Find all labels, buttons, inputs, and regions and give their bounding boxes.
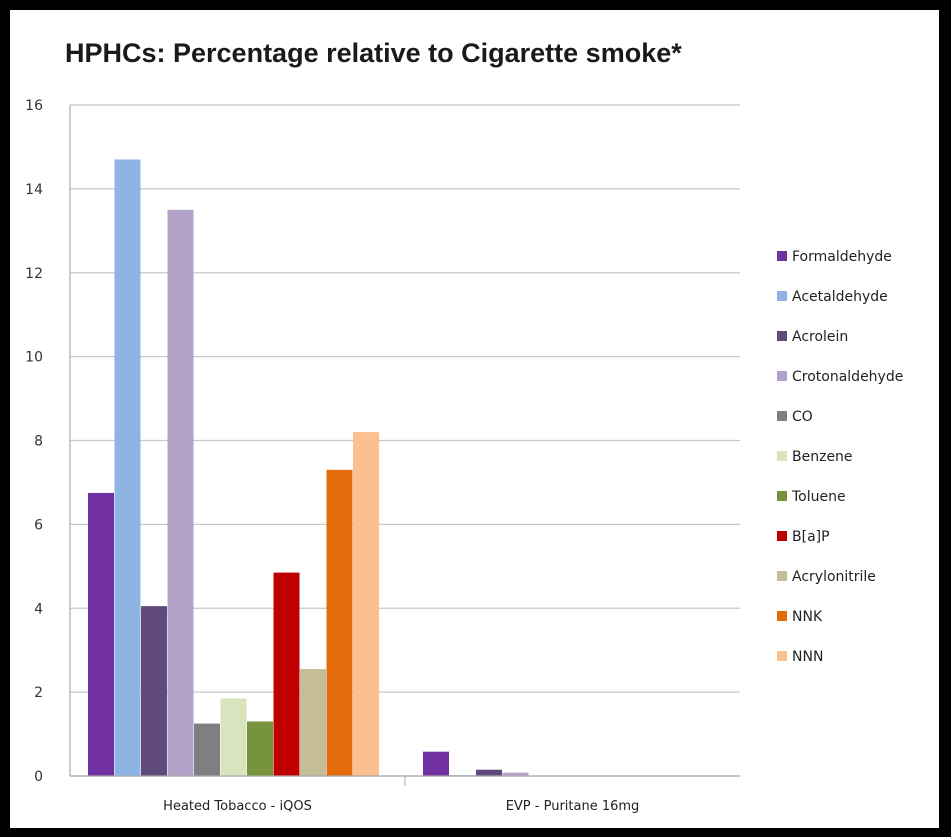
legend-swatch (777, 371, 787, 381)
bar (167, 209, 194, 776)
legend-label: CO (792, 409, 813, 425)
legend-swatch (777, 291, 787, 301)
y-tick-label: 2 (34, 685, 43, 701)
legend-swatch (777, 611, 787, 621)
legend-label: Formaldehyde (792, 249, 892, 265)
legend-swatch (777, 411, 787, 421)
bar (423, 751, 449, 776)
bar (141, 606, 167, 776)
legend-swatch (777, 651, 787, 661)
legend-swatch (777, 451, 787, 461)
legend-label: NNN (792, 649, 823, 665)
bar (247, 721, 273, 776)
legend-swatch (777, 491, 787, 501)
bar (114, 159, 141, 777)
bar (88, 492, 114, 776)
bar (476, 769, 502, 776)
y-tick-label: 4 (34, 601, 43, 617)
y-tick-label: 8 (34, 434, 43, 450)
legend-label: Acrylonitrile (792, 569, 876, 585)
legend-label: Toluene (791, 489, 846, 505)
y-tick-label: 14 (25, 182, 43, 198)
x-tick-label: EVP - Puritane 16mg (506, 799, 640, 814)
y-tick-label: 6 (34, 517, 43, 533)
legend-label: Acetaldehyde (792, 289, 888, 305)
legend-swatch (777, 251, 787, 261)
legend-label: B[a]P (792, 529, 830, 545)
bar (220, 698, 247, 776)
y-tick-label: 12 (25, 266, 43, 282)
bar (502, 772, 529, 776)
bar (273, 572, 300, 776)
bar (300, 669, 326, 776)
bar (353, 432, 379, 776)
y-tick-label: 10 (25, 350, 43, 366)
legend-label: Benzene (792, 449, 853, 465)
legend-label: NNK (792, 609, 823, 625)
chart-frame: HPHCs: Percentage relative to Cigarette … (10, 10, 939, 828)
y-tick-label: 16 (25, 98, 43, 114)
bar (326, 469, 353, 776)
bar-chart: 0 2 4 6 8 10 12 14 16 Heated Tobacco - iQOS EVP - … (25, 98, 903, 814)
legend-swatch (777, 531, 787, 541)
legend-label: Crotonaldehyde (792, 369, 903, 385)
y-tick-label: 0 (34, 769, 43, 785)
legend-label: Acrolein (792, 329, 848, 345)
legend-swatch (777, 331, 787, 341)
x-tick-label: Heated Tobacco - iQOS (163, 799, 312, 814)
chart-title: HPHCs: Percentage relative to Cigarette … (65, 38, 682, 68)
legend-swatch (777, 571, 787, 581)
bar (194, 723, 220, 776)
